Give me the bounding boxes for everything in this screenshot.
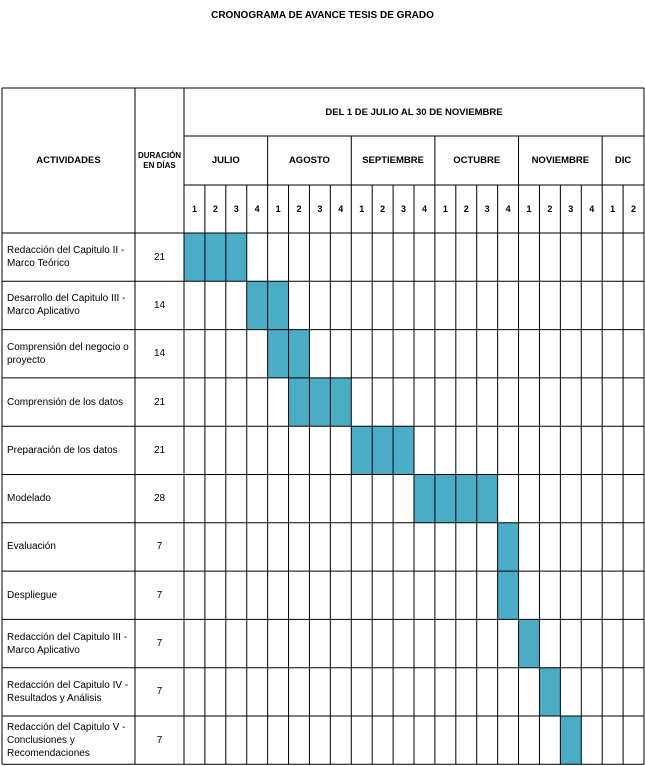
- week-label: 2: [631, 204, 637, 214]
- activity-name: Comprensión del negocio o proyecto: [7, 341, 129, 366]
- activity-name: Redacción del Capitulo V - Conclusiones …: [7, 721, 126, 759]
- month-label: SEPTIEMBRE: [362, 155, 424, 166]
- activity-name: Modelado: [7, 493, 51, 505]
- activities-header: ACTIVIDADES: [36, 155, 101, 166]
- week-label: 3: [401, 204, 407, 214]
- activity-name: Redacción del Capitulo III - Marco Aplic…: [7, 631, 128, 656]
- activity-duration: 28: [153, 493, 166, 505]
- week-label: 3: [317, 204, 323, 214]
- week-label: 1: [442, 204, 448, 214]
- week-label: 3: [233, 204, 239, 214]
- gantt-bar: [560, 716, 582, 765]
- month-label: AGOSTO: [288, 155, 330, 166]
- gantt-bar: [351, 426, 414, 475]
- week-label: 3: [484, 204, 490, 214]
- week-label: 4: [338, 204, 344, 214]
- activity-duration: 7: [156, 589, 163, 601]
- document-title: CRONOGRAMA DE AVANCE TESIS DE GRADO: [211, 10, 434, 21]
- activity-duration: 7: [156, 734, 163, 746]
- period-header: DEL 1 DE JULIO AL 30 DE NOVIEMBRE: [325, 106, 503, 118]
- activity-name: Preparación de los datos: [7, 444, 118, 456]
- activity-duration: 7: [156, 686, 163, 698]
- week-label: 1: [191, 204, 197, 214]
- week-label: 2: [296, 204, 302, 214]
- activity-name: Despliegue: [7, 589, 58, 601]
- activity-name: Desarrollo del Capitulo III - Marco Apli…: [7, 293, 126, 318]
- activity-name: Evaluación: [7, 541, 56, 553]
- week-label: 4: [421, 204, 427, 214]
- week-label: 1: [275, 204, 281, 214]
- week-label: 2: [380, 204, 386, 214]
- month-label: DIC: [614, 155, 632, 166]
- week-label: 3: [568, 204, 574, 214]
- week-label: 1: [610, 204, 616, 214]
- month-label: NOVIEMBRE: [531, 155, 590, 166]
- activity-name: Comprensión de los datos: [7, 396, 124, 408]
- week-label: 2: [547, 204, 553, 214]
- activity-duration: 21: [153, 444, 166, 456]
- week-label: 1: [359, 204, 365, 214]
- week-label: 2: [212, 204, 218, 214]
- activity-name: Redacción del Capitulo II - Marco Teóric…: [7, 245, 125, 270]
- activity-duration: 14: [153, 348, 166, 360]
- gantt-bar: [518, 619, 540, 668]
- week-label: 4: [254, 204, 260, 214]
- activity-duration: 21: [153, 251, 166, 263]
- activity-duration: 14: [153, 299, 166, 311]
- week-label: 1: [526, 204, 532, 214]
- activity-duration: 21: [153, 396, 166, 408]
- activity-name: Redacción del Capitulo IV - Resultados y…: [7, 679, 129, 704]
- week-label: 4: [589, 204, 595, 214]
- gantt-bar: [288, 377, 352, 427]
- duration-header: DURACIÓN EN DÍAS: [137, 150, 182, 170]
- gantt-bar: [497, 571, 519, 620]
- month-label: OCTUBRE: [453, 155, 501, 166]
- gantt-bar: [184, 233, 247, 282]
- gantt-bar: [497, 522, 519, 572]
- activity-duration: 7: [156, 638, 163, 650]
- month-label: JULIO: [211, 155, 240, 166]
- week-label: 2: [463, 204, 469, 214]
- gantt-bar: [539, 667, 561, 716]
- activity-duration: 7: [156, 541, 163, 553]
- week-label: 4: [505, 204, 511, 214]
